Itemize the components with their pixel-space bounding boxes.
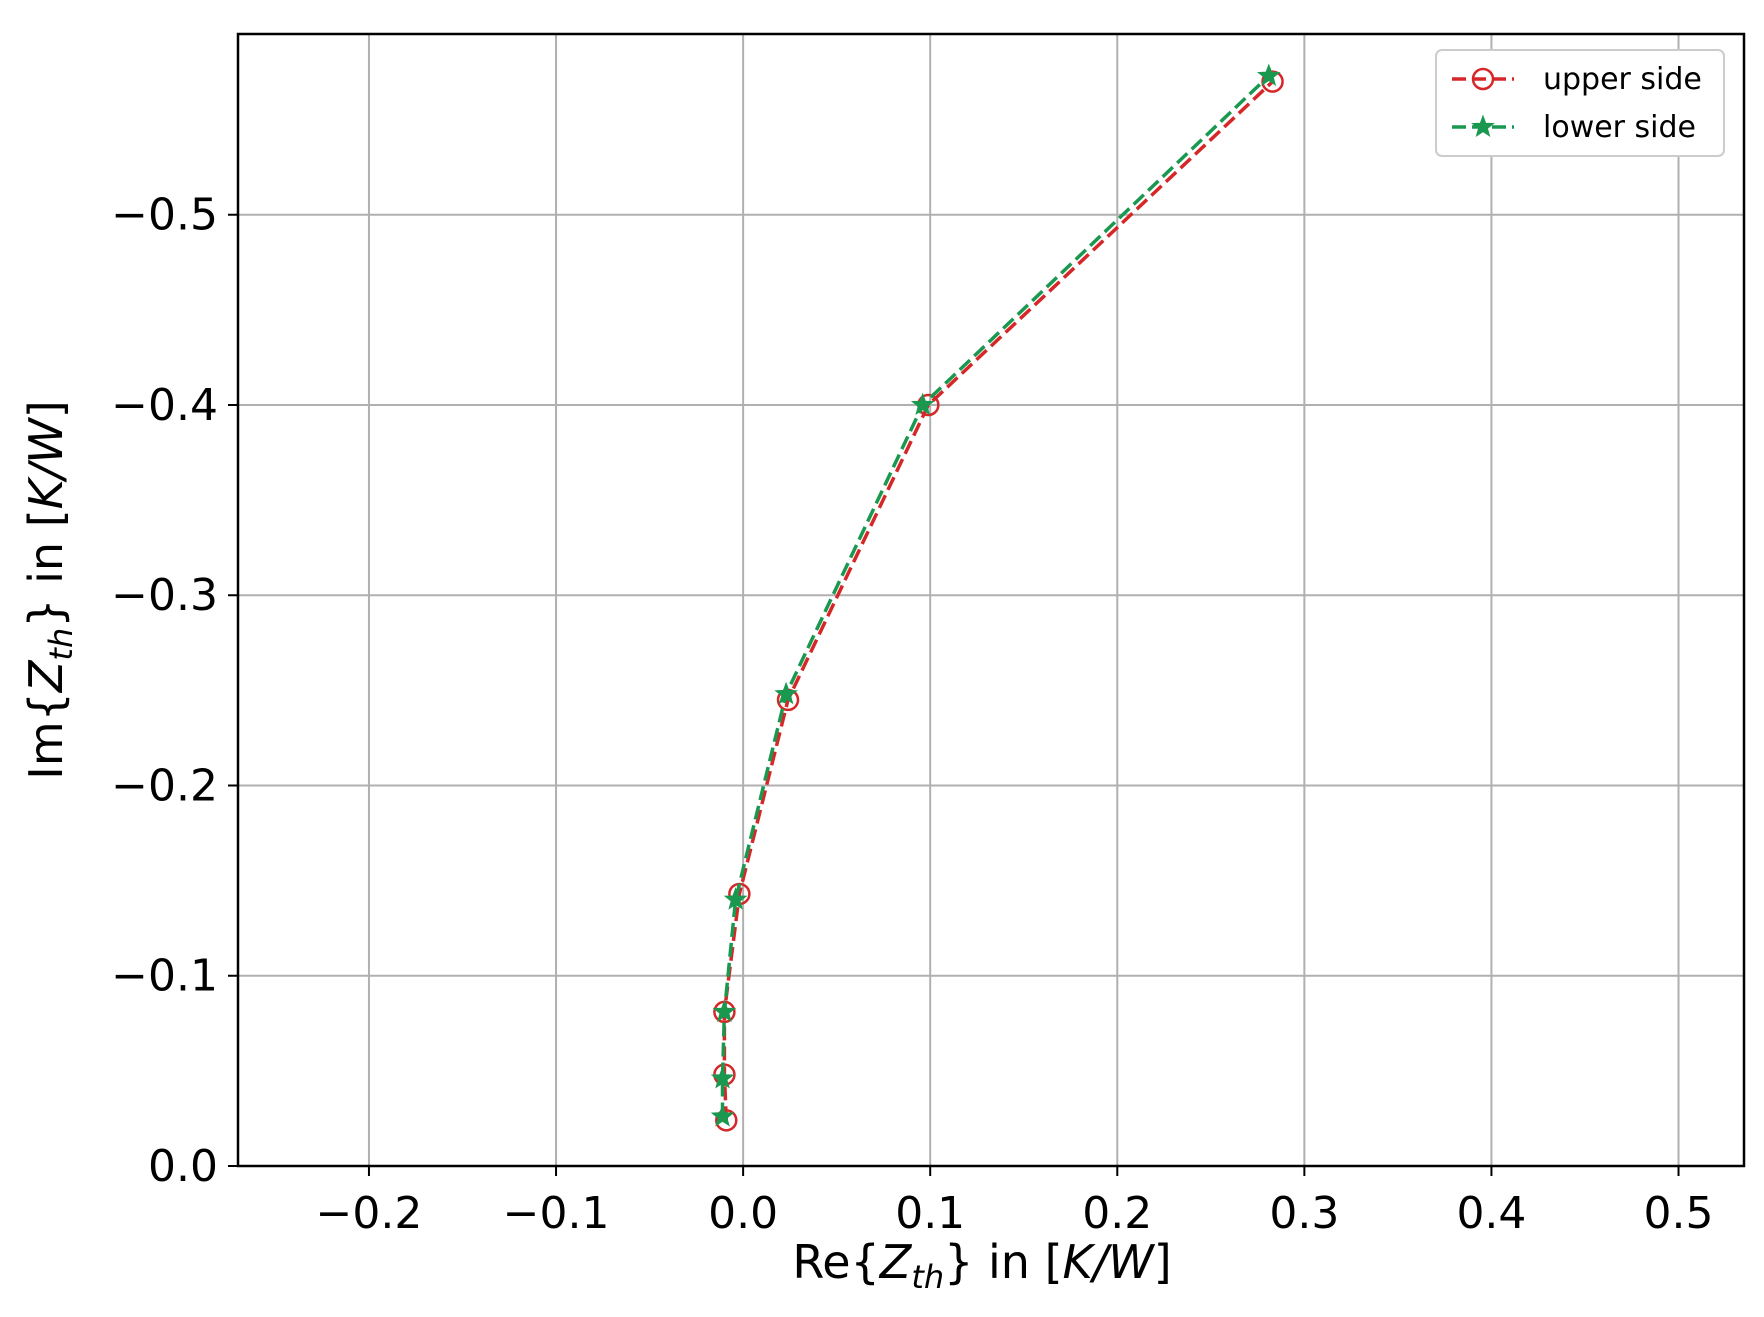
series-layer <box>710 63 1284 1132</box>
plot-frame <box>236 32 1746 1168</box>
x-axis: −0.2 −0.1 0.0 0.1 0.2 0.3 0.4 0.5 <box>316 1166 1714 1239</box>
x-axis-label: Re{Zth} in [K/W] <box>792 1235 1171 1296</box>
y-tick-label: −0.3 <box>111 570 218 621</box>
series-2 <box>710 63 1281 1127</box>
x-tick-label: −0.2 <box>316 1188 423 1239</box>
y-tick-label: −0.2 <box>111 760 218 811</box>
legend-box <box>1435 49 1725 157</box>
y-tick-label: −0.1 <box>111 951 218 1002</box>
legend: upper side lower side <box>1435 49 1725 157</box>
legend-item: lower side <box>1452 110 1696 145</box>
y-axis: 0.0 −0.1 −0.2 −0.3 −0.4 −0.5 <box>111 190 238 1192</box>
y-axis-label: Im{Zth} in [K/W] <box>19 400 80 780</box>
series-1 <box>713 70 1284 1132</box>
legend-marker <box>1471 114 1495 138</box>
legend-item: upper side <box>1452 62 1702 97</box>
legend-label: lower side <box>1543 110 1696 145</box>
data-point <box>910 392 935 416</box>
y-tick-label: −0.4 <box>111 380 218 431</box>
x-tick-label: −0.1 <box>503 1188 610 1239</box>
legend-marker <box>1471 67 1495 91</box>
grid <box>238 34 1744 1167</box>
x-tick-label: 0.3 <box>1269 1188 1339 1239</box>
data-point <box>1257 63 1281 86</box>
data-point <box>774 681 798 705</box>
x-tick-label: 0.2 <box>1082 1188 1152 1239</box>
legend-label: upper side <box>1543 62 1702 97</box>
data-point <box>715 1109 738 1132</box>
data-point <box>710 1066 735 1089</box>
series-line <box>722 80 1274 1121</box>
x-tick-label: 0.5 <box>1644 1188 1714 1239</box>
data-point <box>1261 70 1284 93</box>
x-tick-label: 0.4 <box>1456 1188 1526 1239</box>
data-point <box>723 887 748 910</box>
x-tick-label: 0.1 <box>895 1188 965 1239</box>
data-point <box>712 999 737 1022</box>
y-tick-label: 0.0 <box>148 1141 218 1192</box>
data-point <box>710 1104 735 1127</box>
x-tick-label: 0.0 <box>708 1188 778 1239</box>
y-tick-label: −0.5 <box>111 190 218 241</box>
